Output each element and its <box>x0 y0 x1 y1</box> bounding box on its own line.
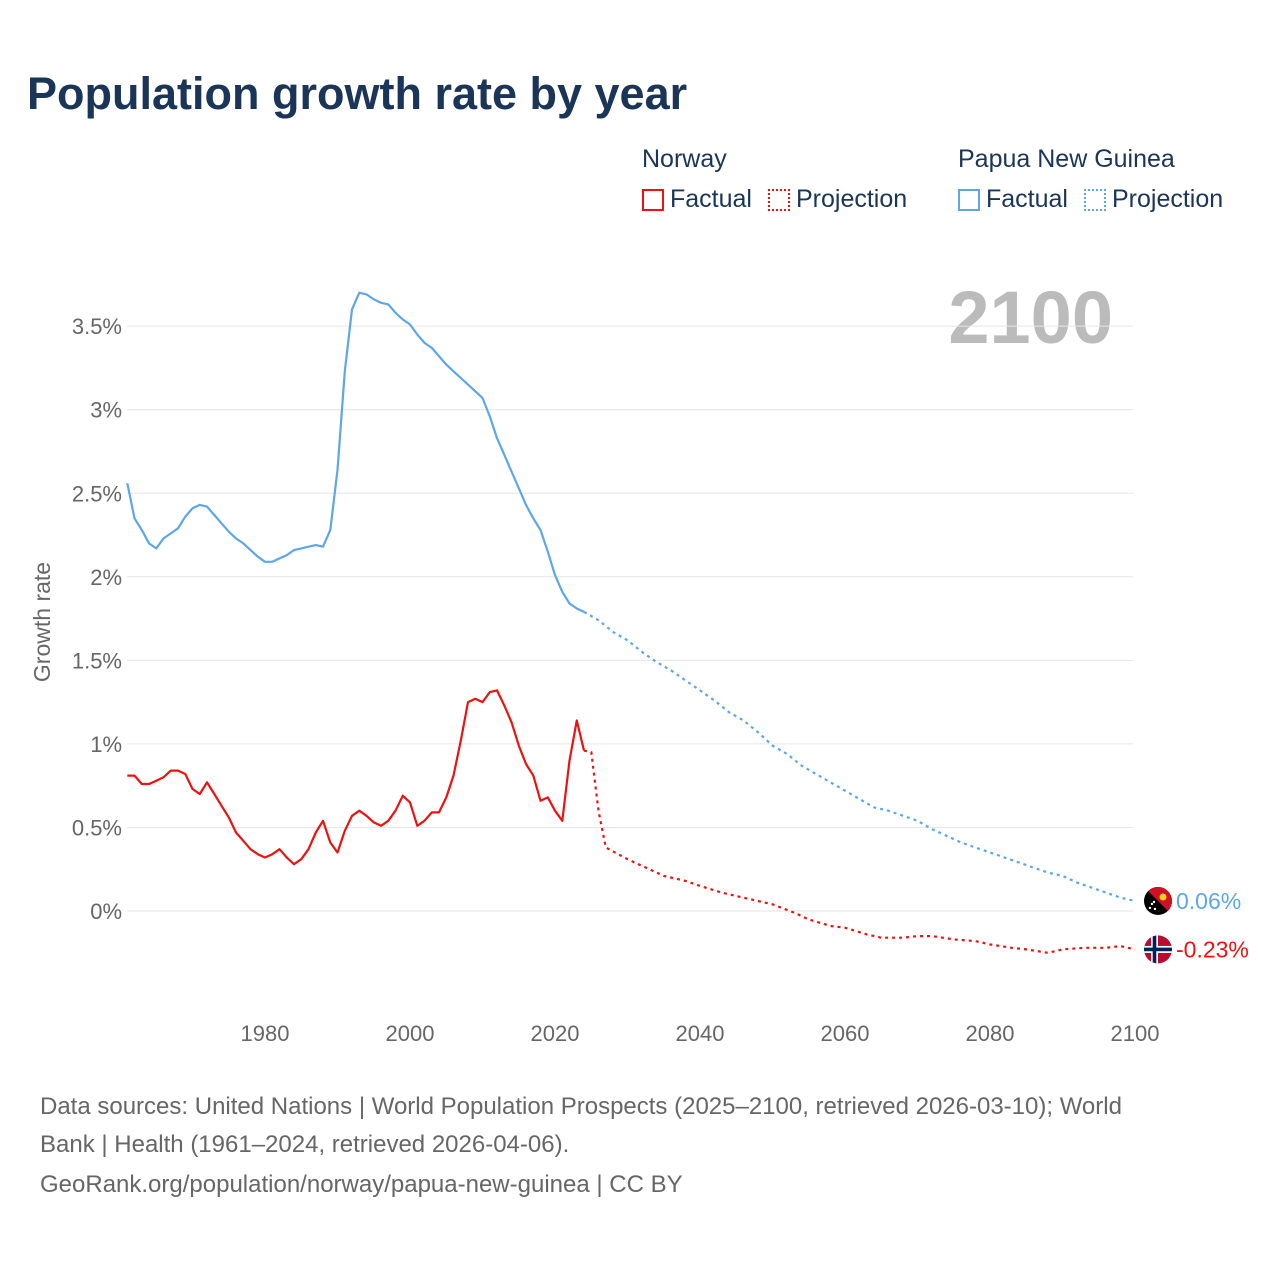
legend-label: Projection <box>795 185 908 213</box>
attribution-link[interactable]: GeoRank.org/population/norway/papua-new-… <box>40 1171 683 1198</box>
y-axis-label: Growth rate <box>29 562 55 682</box>
flag-star <box>1150 902 1154 906</box>
y-tick-label: 2.5% <box>72 481 122 506</box>
y-tick-label: 2% <box>90 565 122 590</box>
papua-new-guinea-flag-icon <box>1144 886 1172 915</box>
x-tick-label: 2080 <box>966 1021 1015 1046</box>
flag-cross-blue <box>1152 935 1157 964</box>
year-display: 2100 <box>948 276 1113 359</box>
norway-factual-line <box>127 689 586 866</box>
x-tick-label: 2020 <box>531 1021 580 1046</box>
dotted-swatch-icon <box>1083 188 1106 211</box>
papua-new-guinea-projection-line <box>583 610 1136 903</box>
flag-star <box>1153 907 1157 911</box>
y-tick-label: 0% <box>90 899 122 924</box>
norway-projection-line <box>583 749 1136 954</box>
legend-item-norway-factual[interactable]: Factual <box>642 185 752 214</box>
norway-end-value: -0.23% <box>1176 936 1249 962</box>
x-tick-label: 1980 <box>241 1021 290 1046</box>
norway-flag-icon <box>1144 935 1172 964</box>
x-tick-label: 2100 <box>1111 1021 1160 1046</box>
chart-title: Population growth rate by year <box>27 68 688 119</box>
flag-star <box>1148 906 1152 910</box>
source-text: Data sources: United Nations | World Pop… <box>40 1093 1122 1120</box>
footer: Data sources: United Nations | World Pop… <box>40 1088 1240 1204</box>
source-text: Bank | Health (1961–2024, retrieved 2026… <box>40 1131 570 1158</box>
papua-new-guinea-factual-line <box>126 291 585 613</box>
flag-bird <box>1159 893 1167 901</box>
flag-star <box>1152 900 1156 904</box>
legend-label: Projection <box>1111 185 1224 213</box>
legend-title: Norway <box>642 145 727 173</box>
legend-label: Factual <box>670 185 752 213</box>
y-tick-label: 1% <box>90 732 122 757</box>
legend-papua-new-guinea: Papua New Guinea Factual Projection <box>958 145 1223 214</box>
legend-item-png-factual[interactable]: Factual <box>958 185 1068 214</box>
y-tick-label: 1.5% <box>72 648 122 673</box>
y-tick-label: 3% <box>90 398 122 423</box>
y-tick-label: 3.5% <box>72 314 122 339</box>
solid-swatch-icon <box>958 188 980 211</box>
legend-norway: Norway Factual Projection <box>642 145 907 214</box>
x-tick-label: 2040 <box>676 1021 725 1046</box>
legend-label: Factual <box>986 185 1068 213</box>
x-tick-label: 2060 <box>821 1021 870 1046</box>
solid-swatch-icon <box>642 188 664 211</box>
png-end-value: 0.06% <box>1176 888 1241 914</box>
legend-item-norway-projection[interactable]: Projection <box>767 185 908 214</box>
chart-plot: 2100 Growth rate 0% 0.5% 1% 1.5% 2% 2.5% 3% 3.5… <box>29 276 1249 1046</box>
dotted-swatch-icon <box>767 188 790 211</box>
flag-red <box>1144 886 1172 915</box>
x-tick-label: 2000 <box>386 1021 435 1046</box>
flag-cross-blue <box>1144 947 1172 952</box>
legend-title: Papua New Guinea <box>958 145 1175 173</box>
legend-item-png-projection[interactable]: Projection <box>1083 185 1224 214</box>
y-tick-label: 0.5% <box>72 815 122 840</box>
